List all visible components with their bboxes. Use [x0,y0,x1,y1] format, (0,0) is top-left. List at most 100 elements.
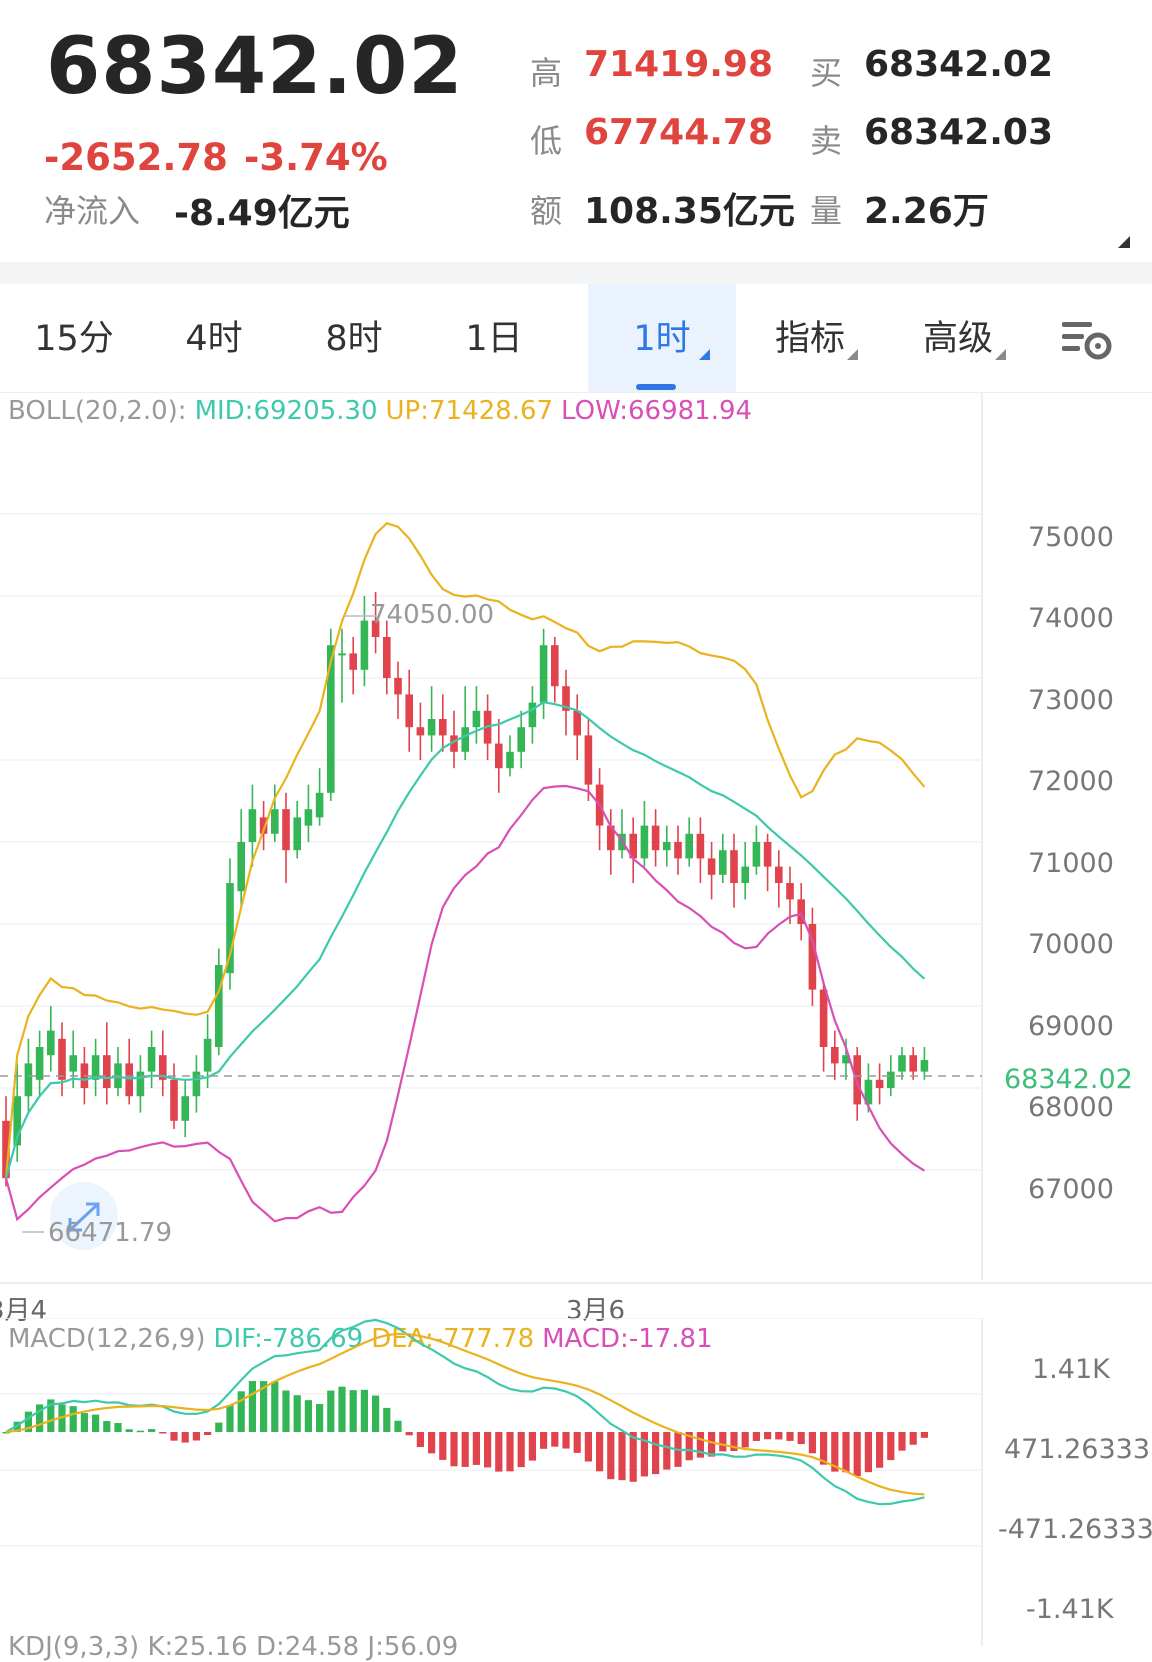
tab-1d[interactable]: 1日 [420,284,568,392]
macd-bar [618,1432,626,1481]
macd-bar [316,1404,324,1432]
macd-bar [898,1432,906,1451]
macd-bar [192,1432,200,1441]
boll-low: LOW:66981.94 [561,396,753,426]
net-inflow-value: -8.49亿元 [174,193,350,234]
macd-bar [181,1432,189,1443]
candle [304,809,313,826]
candle [495,743,503,769]
candle [69,1055,77,1072]
tab-label: 1时 [633,319,691,359]
tab-1h[interactable]: 1时 [588,284,736,392]
macd-bar [260,1381,268,1432]
macd-bar [741,1432,749,1448]
candle [528,702,537,728]
macd-bar [103,1421,111,1432]
macd-bar [215,1422,223,1432]
tab-label: 指标 [774,319,845,359]
amount-value: 108.35亿元 [584,191,795,232]
tab-15m[interactable]: 15分 [0,284,148,392]
candle [517,727,525,752]
macd-bar [708,1432,716,1457]
macd-chart[interactable] [0,1318,1152,1646]
boll-mid: MID:69205.30 [194,396,378,426]
tab-label: 1日 [465,319,523,359]
macd-bar [629,1432,637,1482]
candle [2,1120,10,1179]
price-change-percent: -3.74% [244,136,388,179]
candle [640,825,649,859]
macd-bar [607,1432,615,1480]
quote-header: 68342.02 -2652.78 -3.74% 净流入 -8.49亿元 高 7… [0,0,1152,262]
low-value: 67744.78 [584,112,774,153]
macd-bar [887,1432,895,1461]
candle [775,866,783,883]
macd-bar [786,1432,794,1441]
macd-bar [797,1432,805,1445]
macd-bar [540,1432,548,1449]
macd-bar [808,1432,816,1454]
macd-axis-tick: 471.26333 [1004,1434,1151,1465]
chart-settings-icon[interactable] [1060,316,1116,364]
macd-bar [685,1432,693,1461]
candle [584,735,593,785]
macd-bar [640,1432,648,1477]
macd-bar [506,1432,514,1472]
macd-bar [405,1432,413,1436]
candle [91,1055,100,1080]
macd-name: MACD(12,26,9) [8,1324,206,1354]
macd-bar [775,1432,783,1440]
macd-bar [92,1414,100,1432]
candle [349,653,357,670]
candle [13,1096,21,1146]
section-divider [0,262,1152,284]
price-chart[interactable] [0,392,1152,1280]
high-value: 71419.98 [584,44,774,85]
candle [562,686,570,711]
macd-bar [831,1432,839,1472]
candle [450,735,458,752]
boll-legend: BOLL(20,2.0): MID:69205.30 UP:71428.67 LOW:… [8,396,760,426]
macd-bar [596,1432,604,1472]
macd-bar [495,1432,503,1472]
tab-label: 8时 [325,319,383,359]
candle [786,883,794,900]
macd-bar [551,1432,559,1447]
candle [248,809,257,842]
candle [215,965,223,1047]
macd-bar [696,1432,704,1458]
candle [383,637,391,678]
price-axis-tick: 74000 [1028,603,1114,634]
candle [271,809,279,834]
macd-bar [764,1432,772,1440]
expand-quote-icon[interactable] [1118,236,1130,248]
tab-4h[interactable]: 4时 [140,284,288,392]
candle [808,924,817,990]
macd-bar [752,1432,760,1441]
candle [416,727,425,736]
low-label: 低 [530,122,563,160]
boll-name: BOLL(20,2.0): [8,396,187,426]
candle [674,842,682,859]
bid-value: 68342.02 [864,44,1054,85]
price-axis-tick: 75000 [1028,522,1114,553]
candle [685,833,693,859]
price-axis-tick: 73000 [1028,685,1114,716]
candle [136,1071,145,1097]
current-price-tag: 68342.02 [1004,1064,1133,1095]
candle [819,989,828,1047]
candle [629,833,637,859]
tab-8h[interactable]: 8时 [280,284,428,392]
candle [35,1047,44,1080]
price-change: -2652.78 [44,136,228,179]
kdj-partial: KDJ(9,3,3) K:25.16 D:24.58 J:56.09 [8,1632,459,1662]
tab-indicators[interactable]: 指标 [736,284,884,392]
price-axis-tick: 69000 [1028,1011,1114,1042]
tab-label: 4时 [185,319,243,359]
boll-up: UP:71428.67 [385,396,554,426]
candle [719,850,727,875]
tab-advanced[interactable]: 高级 [884,284,1032,392]
macd-bar [136,1430,144,1433]
macd-bar [327,1390,335,1432]
candle [315,792,324,818]
